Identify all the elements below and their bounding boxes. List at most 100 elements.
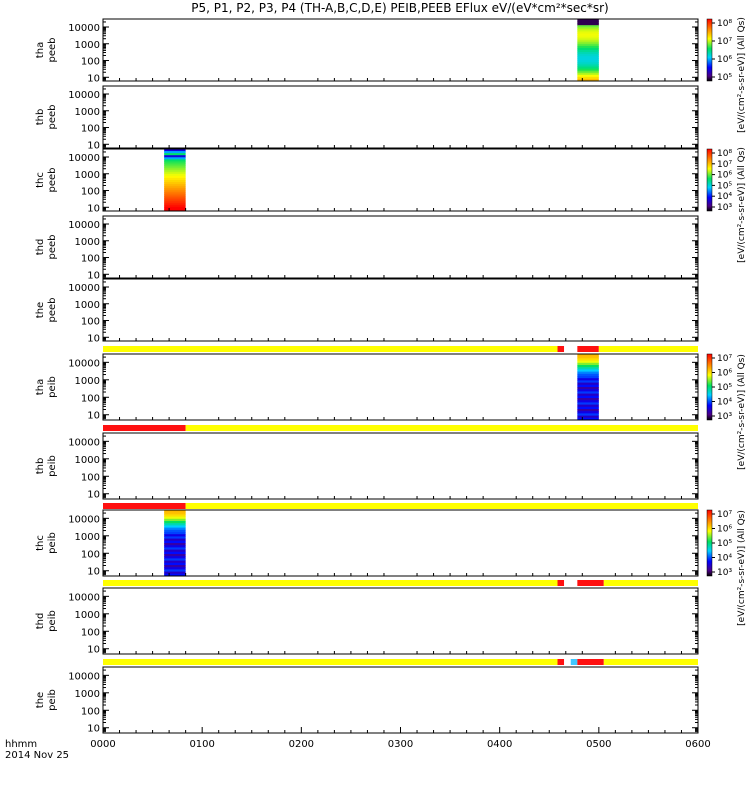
spectrogram-row [164, 167, 186, 171]
y-tick-label: 1000 [75, 532, 100, 543]
panel-product-label: peib [47, 689, 58, 711]
y-tick-label: 10000 [68, 90, 100, 101]
y-tick-label: 10000 [68, 437, 100, 448]
colorbar-cb-peib-a: 10⁷ 10⁶ 10⁵ 10⁴ 10³ [eV/(cm²-s-sr-eV)] (All Q… [706, 353, 747, 470]
spectrogram-row [164, 573, 186, 577]
y-tick-label: 10 [87, 411, 100, 422]
spectrogram-row [577, 76, 599, 80]
panel-product-label: peeb [47, 168, 58, 193]
spectrogram-block [577, 19, 599, 82]
spectrogram-row [164, 554, 186, 557]
spectrogram-row [577, 74, 599, 78]
mode-bar [103, 503, 698, 509]
y-tick-label: 100 [81, 472, 100, 483]
colorbar-tick-label: 10³ [717, 412, 732, 422]
y-tick-label: 100 [81, 254, 100, 265]
spectrogram-row [164, 512, 186, 515]
spectrogram-row [577, 70, 599, 74]
panel-product-label: peeb [47, 105, 58, 130]
spectrogram-row [164, 184, 186, 187]
time-unit-label: hhmm [5, 739, 37, 750]
spectrogram-row [164, 163, 186, 167]
y-tick-label: 10 [87, 645, 100, 656]
spectrogram-row [164, 543, 186, 546]
panel-frame [102, 587, 699, 655]
y-tick-label: 1000 [75, 170, 100, 181]
spectrogram-row [164, 161, 186, 164]
spectrogram-row [577, 417, 599, 421]
colorbar-tick-label: 10⁷ [717, 37, 732, 47]
colorbar-tick-label: 10⁶ [717, 55, 732, 65]
spectrogram-row [164, 571, 186, 575]
colorbar-unit-label: [eV/(cm²-s-sr-eV)] (All Qs) [737, 147, 747, 263]
spectrogram-row [577, 19, 599, 22]
colorbar-tick-label: 10⁷ [717, 160, 732, 170]
spectrogram-row [164, 514, 186, 518]
colorbar-tick-label: 10⁵ [717, 181, 732, 191]
panel-frame [102, 278, 699, 342]
y-tick-label: 10000 [68, 592, 100, 603]
spectrogram-row [164, 569, 186, 573]
panel-frame [102, 148, 699, 212]
spectrogram-row [164, 558, 186, 562]
mode-bar [103, 425, 698, 431]
spectrogram-row [164, 565, 186, 568]
spectrogram-row [577, 58, 599, 61]
spectrogram-row [577, 50, 599, 53]
mode-bar-segment [603, 659, 698, 665]
colorbar-tick-label: 10⁶ [717, 171, 732, 181]
spectrogram-row [164, 521, 186, 524]
colorbar-tick-label: 10⁷ [717, 354, 732, 364]
x-tick-label: 0100 [189, 739, 214, 750]
y-tick-label: 1000 [75, 300, 100, 311]
panel-thd-peeb: 10000 1000 100 10 thd peeb [35, 215, 699, 281]
spectrogram-row [577, 33, 599, 37]
x-tick-label: 0400 [487, 739, 512, 750]
spectrogram-row [164, 177, 186, 181]
spectrogram-row [164, 180, 186, 183]
spectrogram-row [577, 27, 599, 30]
spectrogram-row [164, 175, 186, 179]
spectrogram-row [577, 378, 599, 381]
mode-bar-segment [185, 503, 698, 509]
spectrogram-row [577, 23, 599, 26]
y-tick-label: 10000 [68, 283, 100, 294]
spectrogram-row [577, 373, 599, 377]
spectrogram-row [577, 356, 599, 359]
spectrogram-row [164, 551, 186, 555]
panel-frame [102, 509, 699, 577]
panel-probe-label: thc [35, 172, 46, 188]
panel-probe-label: tha [35, 42, 46, 58]
mode-bar-segment [564, 346, 578, 352]
y-tick-label: 10 [87, 203, 100, 214]
y-tick-label: 1000 [75, 237, 100, 248]
y-tick-label: 10 [87, 140, 100, 151]
spectrogram-row [164, 560, 186, 564]
y-tick-label: 10 [87, 270, 100, 281]
mode-bar-segment [557, 346, 565, 352]
spectrogram-row [577, 404, 599, 408]
mode-bar-segment [564, 659, 571, 665]
spectrogram-row [577, 29, 599, 32]
spectrogram-row [577, 66, 599, 70]
y-tick-label: 10000 [68, 153, 100, 164]
spectrogram-row [164, 194, 186, 198]
spectrogram-row [164, 151, 186, 154]
spectrogram-row [164, 186, 186, 189]
colorbar-tick-label: 10³ [717, 568, 732, 578]
mode-bar-segment [185, 425, 698, 431]
spectrogram-row [577, 367, 599, 370]
panel-probe-label: thc [35, 535, 46, 551]
spectrogram-row [164, 204, 186, 208]
figure-title: P5, P1, P2, P3, P4 (TH-A,B,C,D,E) PEIB,P… [191, 1, 608, 15]
spectrogram-block [577, 354, 599, 421]
y-tick-label: 10 [87, 567, 100, 578]
y-tick-label: 10000 [68, 23, 100, 34]
colorbar-tick-label: 10⁵ [717, 73, 732, 83]
spectrogram-row [577, 400, 599, 403]
spectrogram-row [164, 525, 186, 529]
spectrogram-row [577, 391, 599, 395]
y-tick-label: 100 [81, 187, 100, 198]
colorbar-tick-label: 10⁵ [717, 539, 732, 549]
